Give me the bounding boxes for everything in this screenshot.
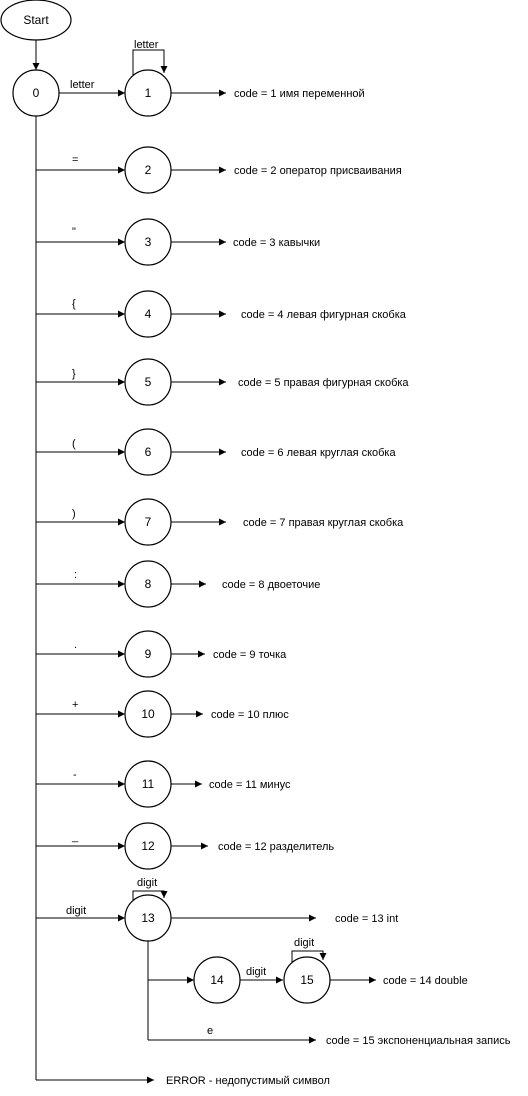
self-loop-1 <box>132 49 168 75</box>
code-11: code = 11 минус <box>209 779 291 791</box>
edge-label-digit: digit <box>66 905 86 917</box>
edge-label-plus: + <box>72 699 78 711</box>
edge-label-rparen: ) <box>72 508 76 520</box>
self-loop-1-label: letter <box>134 39 159 51</box>
edge-label-quote: " <box>72 226 76 238</box>
state-13-label: 13 <box>141 911 155 925</box>
code-1: code = 1 имя переменной <box>234 88 365 100</box>
code-7: code = 7 правая круглая скобка <box>243 517 404 529</box>
state-4-label: 4 <box>145 307 152 321</box>
code-15-double: code = 14 double <box>383 975 468 987</box>
code-6: code = 6 левая круглая скобка <box>241 447 396 459</box>
edge-exp-label: e <box>207 1025 213 1037</box>
state-11-label: 11 <box>142 777 155 791</box>
edge-label-lparen: ( <box>72 438 76 450</box>
state-2-label: 2 <box>145 163 152 177</box>
edge-label-colon: : <box>74 569 77 581</box>
state-1-label: 1 <box>145 86 152 100</box>
code-8: code = 8 двоеточие <box>222 579 320 591</box>
code-13: code = 13 int <box>335 913 398 925</box>
edge-label-eq: = <box>72 154 78 166</box>
edge-label-dot: . <box>74 639 77 651</box>
state-5-label: 5 <box>145 375 152 389</box>
state-15-label: 15 <box>300 973 314 987</box>
state-6-label: 6 <box>145 445 152 459</box>
code-exp: code = 15 экспоненциальная запись <box>326 1035 511 1047</box>
edge-label-underscore: _ <box>71 831 79 843</box>
self-loop-15-label: digit <box>294 937 314 949</box>
self-loop-13-label: digit <box>137 877 157 889</box>
self-loop-15 <box>291 950 327 962</box>
code-10: code = 10 плюс <box>211 709 289 721</box>
code-4: code = 4 левая фигурная скобка <box>241 309 407 321</box>
state-9-label: 9 <box>145 647 152 661</box>
code-9: code = 9 точка <box>213 649 287 661</box>
state-14-label: 14 <box>210 973 224 987</box>
state-0-label: 0 <box>33 86 40 100</box>
edge-label-minus: - <box>73 769 77 781</box>
state-10-label: 10 <box>141 707 155 721</box>
start-node-label: Start <box>23 13 49 27</box>
error-label: ERROR - недопустимый символ <box>166 1075 330 1087</box>
state-7-label: 7 <box>145 515 152 529</box>
code-5: code = 5 правая фигурная скобка <box>238 377 409 389</box>
code-2: code = 2 оператор присваивания <box>234 165 402 177</box>
state-12-label: 12 <box>141 839 155 853</box>
state-3-label: 3 <box>145 235 152 249</box>
code-12: code = 12 разделитель <box>218 841 334 853</box>
self-loop-13 <box>132 890 168 900</box>
code-3: code = 3 кавычки <box>233 237 320 249</box>
edge-14-to-15-label: digit <box>246 966 266 978</box>
edge-label-letter: letter <box>70 79 95 91</box>
edge-label-rbrace: } <box>72 368 76 380</box>
state-8-label: 8 <box>145 577 152 591</box>
edge-label-lbrace: { <box>72 298 76 310</box>
